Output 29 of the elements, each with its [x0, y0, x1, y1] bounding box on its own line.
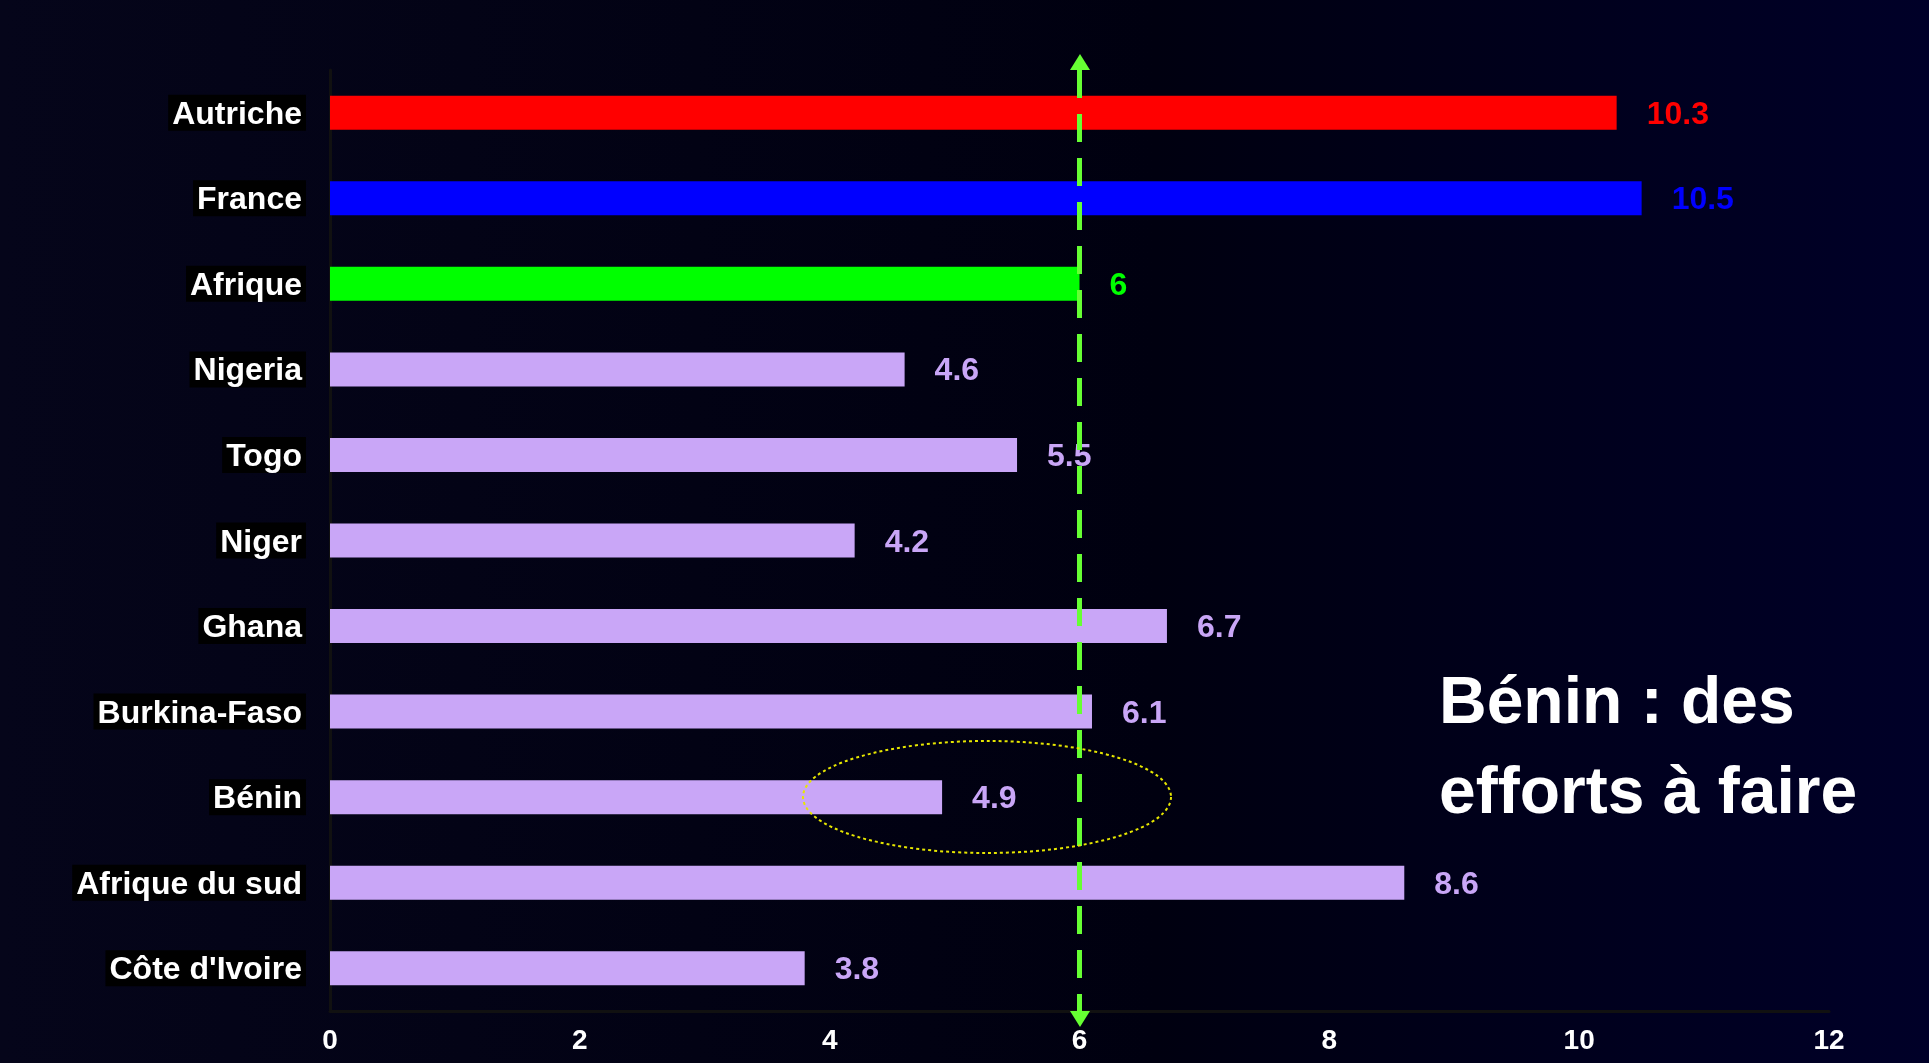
- y-tick-label: Togo: [226, 436, 302, 473]
- y-tick-label: Niger: [220, 522, 302, 559]
- y-tick-label: Nigeria: [193, 351, 303, 388]
- data-label: 4.9: [972, 779, 1017, 816]
- data-label: 4.6: [934, 351, 980, 388]
- data-label: 6.1: [1121, 693, 1167, 730]
- data-label: 10.5: [1671, 180, 1734, 217]
- y-tick-label: Autriche: [172, 94, 302, 131]
- y-tick-label: Bénin: [213, 779, 302, 816]
- data-label: 3.8: [834, 950, 880, 987]
- data-label: 10.3: [1646, 94, 1709, 131]
- annotation: Bénin : des efforts à faire: [1439, 663, 1858, 827]
- y-tick-label: Côte d'Ivoire: [109, 950, 302, 987]
- x-tick-label: 4: [821, 1023, 838, 1055]
- y-tick-label: Afrique: [190, 265, 302, 302]
- x-tick-label: 10: [1563, 1023, 1595, 1055]
- x-tick-label: 8: [1321, 1023, 1338, 1055]
- data-label: 6.7: [1196, 608, 1242, 645]
- x-tick-label: 6: [1071, 1023, 1088, 1055]
- x-tick-label: 2: [572, 1023, 588, 1055]
- y-tick-label: Afrique du sud: [76, 864, 302, 901]
- y-tick-label: France: [197, 180, 302, 217]
- y-tick-label: Burkina-Faso: [97, 693, 302, 730]
- data-label: 6: [1109, 265, 1128, 302]
- data-label: 8.6: [1434, 864, 1479, 901]
- x-tick-label: 0: [322, 1023, 338, 1055]
- y-tick-label: Ghana: [202, 608, 303, 645]
- data-label: 4.2: [884, 522, 930, 559]
- x-tick-label: 12: [1813, 1023, 1845, 1055]
